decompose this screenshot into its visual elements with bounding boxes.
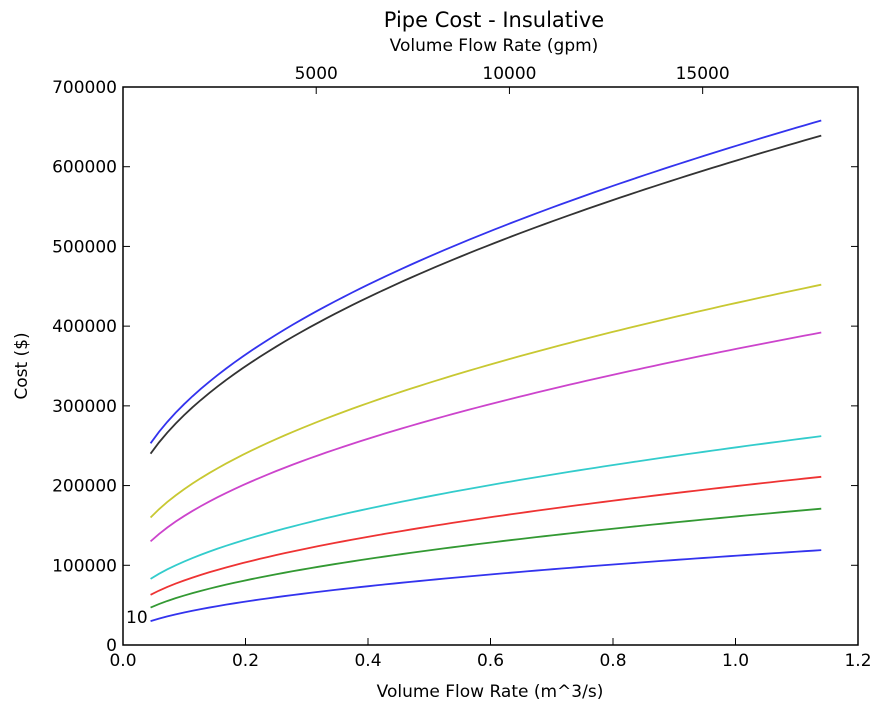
- series-line-6: [150, 475, 822, 596]
- y-axis-label: Cost ($): [12, 332, 32, 399]
- x-tick-label: 1.0: [722, 651, 749, 671]
- y-tick-label: 600000: [52, 158, 117, 178]
- plot-frame: [122, 86, 859, 646]
- y-tick-label: 400000: [52, 317, 117, 337]
- x2-tick-label: 10000: [482, 64, 536, 84]
- x2-tick-label: 15000: [676, 64, 730, 84]
- y-tick-label: 700000: [52, 78, 117, 98]
- x-tick-label: 0.8: [599, 651, 626, 671]
- x-axis-label: Volume Flow Rate (m^3/s): [377, 682, 604, 702]
- series-line-4: [149, 331, 822, 543]
- x-tick-label: 0.6: [477, 651, 504, 671]
- y-tick-label: 300000: [52, 397, 117, 417]
- series-line-2: [149, 134, 822, 455]
- top-axis-label: Volume Flow Rate (gpm): [390, 36, 599, 56]
- y-tick-label: 500000: [52, 237, 117, 257]
- y-tick-label: 0: [106, 636, 117, 656]
- x-tick-label: 0.4: [354, 651, 381, 671]
- x-tick-label: 0.0: [109, 651, 136, 671]
- x2-tick-label: 5000: [295, 64, 338, 84]
- y-tick-label: 200000: [52, 477, 117, 497]
- x-tick-label: 1.2: [844, 651, 871, 671]
- tick-layer: 0.0 0.2 0.4 0.6 0.8 1.0 1.2 0 100000 200000 300000…: [52, 64, 871, 671]
- chart-title: Pipe Cost - Insulative: [384, 8, 604, 32]
- series-line-7: [150, 507, 822, 609]
- annotation-label: 10: [126, 608, 148, 628]
- series-line-5: [150, 435, 822, 580]
- series-layer: [149, 119, 822, 622]
- series-line-3: [149, 283, 822, 519]
- series-line-1: [149, 119, 822, 444]
- series-line-8: [150, 549, 822, 622]
- y-tick-label: 100000: [52, 556, 117, 576]
- x-tick-label: 0.2: [232, 651, 259, 671]
